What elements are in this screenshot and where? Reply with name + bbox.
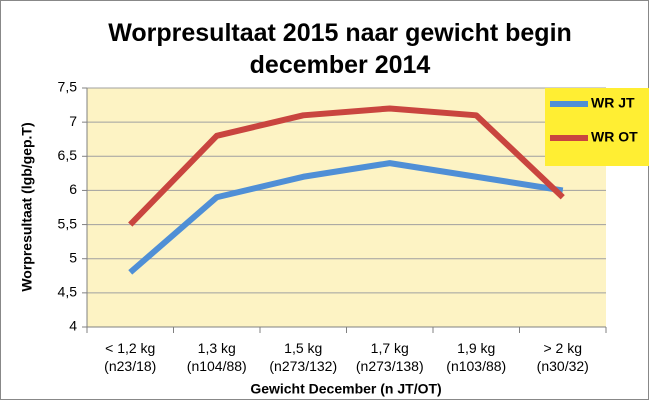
x-tick-label: 1,3 kg (n104/88) (187, 340, 247, 374)
legend-label: WR JT (591, 95, 635, 111)
y-tick-label: 6 (69, 181, 77, 197)
x-tick-label: 1,9 kg (n103/88) (446, 340, 506, 374)
y-tick-label: 7,5 (58, 79, 78, 95)
y-tick-label: 5,5 (58, 215, 78, 231)
y-tick-label: 5 (69, 249, 77, 265)
y-tick-label: 6,5 (58, 147, 78, 163)
y-axis-title: Worpresultaat (lgb/gep.T) (19, 122, 35, 291)
x-tick-label: > 2 kg (n30/32) (537, 340, 589, 374)
series-line (128, 160, 564, 275)
series-line (128, 105, 565, 227)
y-tick-label: 7 (69, 113, 77, 129)
x-tick-label: 1,7 kg (n273/138) (356, 340, 424, 374)
x-tick-label: < 1,2 kg (n23/18) (104, 340, 156, 374)
x-tick-label: 1,5 kg (n273/132) (269, 340, 337, 374)
y-tick-label: 4,5 (58, 284, 78, 300)
legend: WR JT WR OT (545, 88, 649, 166)
chart-title: Worpresultaat 2015 naar gewicht begin dec… (108, 19, 572, 79)
x-axis-title: Gewicht December (n JT/OT) (250, 381, 441, 397)
plot-area (87, 88, 606, 327)
legend-label: WR OT (591, 129, 638, 145)
y-tick-label: 4 (69, 318, 77, 334)
